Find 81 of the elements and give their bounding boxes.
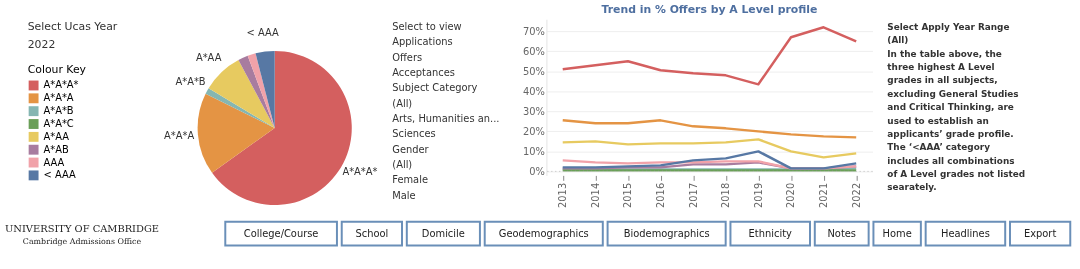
legend-label: AAA bbox=[43, 156, 65, 168]
text: Home bbox=[882, 227, 912, 239]
y-tick-label: 60% bbox=[522, 45, 545, 57]
legend-label: A*AA bbox=[43, 130, 70, 142]
text: excluding General Studies bbox=[887, 88, 1019, 99]
y-tick-label: 50% bbox=[522, 65, 545, 77]
text: Cambridge Admissions Office bbox=[22, 236, 142, 246]
x-tick-label: 2017 bbox=[687, 182, 699, 208]
x-tick-label: 2018 bbox=[720, 182, 732, 208]
text: includes all combinations bbox=[887, 155, 1015, 166]
x-tick-label: 2022 bbox=[850, 182, 862, 208]
text: Select to view bbox=[392, 21, 462, 33]
slice-label: A*A*B bbox=[175, 76, 206, 88]
text: The ‘<AAA’ category bbox=[887, 142, 991, 153]
text: of A Level grades not listed bbox=[887, 168, 1026, 179]
text: Domicile bbox=[421, 227, 465, 239]
legend-title: Colour Key bbox=[27, 62, 87, 76]
legend-label: A*A*C bbox=[43, 117, 74, 129]
legend-label: A*A*A bbox=[43, 92, 74, 104]
text: Subject Category bbox=[392, 82, 478, 94]
legend-label: < AAA bbox=[43, 169, 76, 181]
text: (All) bbox=[392, 97, 413, 109]
text: 2022 bbox=[27, 37, 56, 51]
y-tick-label: 10% bbox=[522, 145, 545, 157]
slice-label: A*A*A* bbox=[342, 165, 378, 177]
legend-label: A*AB bbox=[43, 143, 69, 155]
x-tick-label: 2021 bbox=[818, 182, 830, 208]
text: Biodemographics bbox=[623, 227, 710, 239]
line-series bbox=[561, 119, 858, 139]
text: (All) bbox=[887, 35, 909, 46]
text: Geodemographics bbox=[498, 227, 589, 239]
text: In the table above, the bbox=[887, 48, 1002, 59]
text: Notes bbox=[827, 227, 856, 239]
pie-slice bbox=[208, 59, 275, 128]
text: UNIVERSITY OF CAMBRIDGE bbox=[4, 222, 160, 234]
x-tick-label: 2019 bbox=[752, 182, 764, 208]
text: Select Apply Year Range bbox=[887, 22, 1010, 33]
text: three highest A Level bbox=[887, 62, 995, 73]
y-tick-label: 40% bbox=[522, 85, 545, 97]
chart-title: Trend in % Offers by A Level profile bbox=[601, 3, 818, 17]
text: Arts, Humanities an... bbox=[392, 113, 500, 125]
slice-label: A*A*A bbox=[164, 129, 195, 141]
line-series bbox=[561, 26, 858, 86]
x-tick-label: 2014 bbox=[589, 182, 601, 208]
y-tick-label: 20% bbox=[522, 125, 545, 137]
text: applicants’ grade profile. bbox=[887, 128, 1014, 139]
y-tick-label: 70% bbox=[522, 25, 545, 37]
pie-slice bbox=[247, 53, 275, 128]
text: grades in all subjects, bbox=[887, 75, 998, 86]
line-series bbox=[561, 138, 858, 159]
x-tick-label: 2016 bbox=[655, 182, 667, 208]
text: Ethnicity bbox=[748, 227, 793, 239]
y-tick-label: 30% bbox=[522, 105, 545, 117]
text: Export bbox=[1023, 227, 1057, 239]
text: Headlines bbox=[941, 227, 990, 239]
text: Female bbox=[392, 174, 428, 186]
pie-slice bbox=[197, 93, 275, 173]
text: College/Course bbox=[243, 227, 319, 239]
text: Applications bbox=[392, 36, 453, 48]
slice-label: < AAA bbox=[246, 26, 280, 38]
text: School bbox=[355, 227, 389, 239]
text: Offers bbox=[392, 51, 423, 63]
text: used to establish an bbox=[887, 115, 989, 126]
text: Acceptances bbox=[392, 67, 455, 79]
y-tick-label: 0% bbox=[529, 165, 545, 177]
legend-label: A*A*B bbox=[43, 105, 74, 117]
text: Sciences bbox=[392, 128, 436, 140]
pie-slice bbox=[255, 50, 275, 128]
slice-label: A*AA bbox=[195, 52, 222, 64]
text: searately. bbox=[887, 182, 937, 193]
x-tick-label: 2020 bbox=[785, 182, 797, 208]
text: (All) bbox=[392, 158, 413, 170]
x-tick-label: 2015 bbox=[622, 182, 634, 208]
line-series bbox=[561, 150, 858, 170]
legend-label: A*A*A* bbox=[43, 79, 79, 91]
text: Male bbox=[392, 189, 416, 201]
pie-slice bbox=[238, 55, 275, 128]
x-tick-label: 2013 bbox=[557, 182, 569, 208]
text: and Critical Thinking, are bbox=[887, 102, 1014, 113]
text: Select Ucas Year bbox=[27, 20, 118, 34]
text: Gender bbox=[392, 143, 430, 155]
